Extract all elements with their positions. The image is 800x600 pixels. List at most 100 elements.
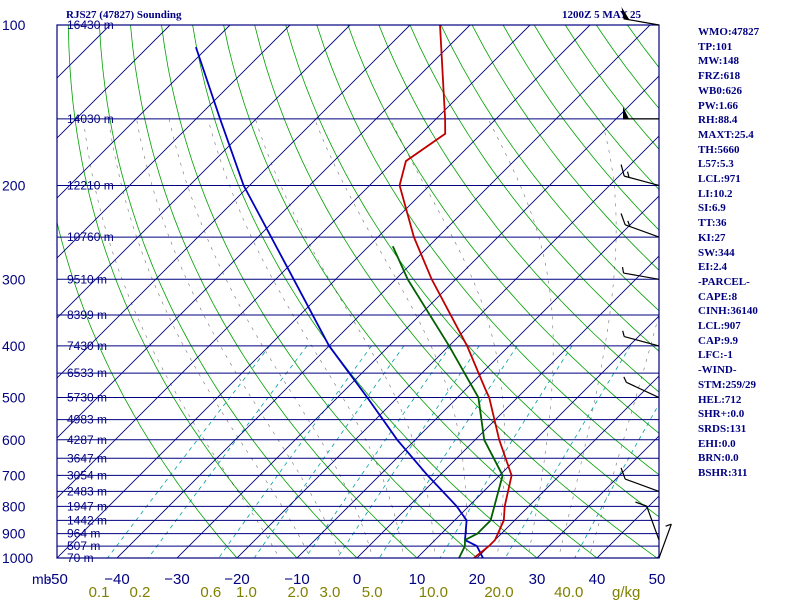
dry-adiabat [130,25,418,558]
sounding-index-item: LCL:971 [698,173,741,186]
mixing-ratio-line [574,403,659,558]
sounding-index-item: TT:36 [698,217,727,230]
wind-barb [622,330,660,347]
height-label: 6533 m [67,366,107,380]
height-label: 7430 m [67,339,107,353]
wind-barb-flag [621,6,630,20]
sounding-index-item: MW:148 [698,55,739,68]
sounding-index-item: LI:10.2 [698,187,733,200]
height-label: 4983 m [67,413,107,427]
sounding-index-item: RH:88.4 [698,114,738,127]
wind-barb-shaft [646,505,660,541]
pressure-tick-label: 100 [2,17,26,33]
wind-barb [658,523,672,559]
height-label: 8399 m [67,308,107,322]
profile-layer [195,25,513,558]
isotherm-line [176,75,659,558]
mixing-ratio-line [305,345,451,558]
height-label: 1442 m [67,513,107,527]
sounding-index-item: -PARCEL- [698,275,750,288]
isotherm-line [57,25,591,558]
wind-barb [635,501,660,541]
pressure-unit-label: mb [32,571,52,587]
temperature-trace [398,25,513,558]
temperature-tick-label: −40 [104,571,129,588]
mixing-ratio-label: 10.0 [419,584,448,600]
dry-adiabat [285,25,659,518]
mixing-ratio-label: 0.1 [89,584,110,600]
temperature-tick-label: 30 [529,571,546,588]
dry-adiabat [192,25,538,558]
sounding-index-item: PW:1.66 [698,99,739,112]
sounding-index-item: BSHR:311 [698,467,748,480]
height-label: 3054 m [67,468,107,482]
mixing-ratio-label: 0.2 [130,584,151,600]
dry-adiabat [471,25,659,271]
mixing-ratio-label: 1.0 [236,584,257,600]
wind-barb [621,6,660,26]
mixing-ratio-line [378,345,518,558]
isotherm-line [236,135,659,558]
isotherm-line [116,25,651,558]
isotherm-line [57,25,231,199]
isotherm-line [57,25,291,259]
temperature-tick-label: 50 [649,571,666,588]
height-label: 507 m [67,539,100,553]
sounding-index-item: KI:27 [698,231,726,244]
sounding-index-item: FRZ:618 [698,70,741,83]
sounding-index-item: SRDS:131 [698,422,747,435]
wind-barb-shaft [624,175,660,187]
wind-barb-shaft [623,18,660,26]
pressure-tick-label: 700 [2,467,26,483]
sounding-index-item: -WIND- [698,364,737,377]
height-label: 16430 m [67,18,114,32]
height-label: 3647 m [67,451,107,465]
temperature-tick-label: −30 [164,571,189,588]
isotherm-line [536,435,659,558]
wind-barb [620,467,660,492]
sounding-index-item: EHI:0.0 [698,437,736,450]
height-label: 9510 m [67,272,107,286]
dry-adiabat [254,25,658,558]
sounding-indices-list: WMO:47827 TP:101 MW:148 FRZ:618 WB0:626 PW:1.… [698,25,759,481]
temperature-tick-label: 20 [469,571,486,588]
sounding-index-item: SHR+:0.0 [698,408,745,421]
sounding-index-item: WB0:626 [698,84,742,97]
moist-adiabat [168,118,374,558]
parcel-trace [195,46,484,558]
sounding-index-item: TH:5660 [698,143,740,156]
mixing-ratio-line [504,345,631,558]
grid-layer [0,25,659,569]
mixing-ratio-label: 3.0 [320,584,341,600]
wind-barb-shaft [626,381,660,399]
height-label: 1947 m [67,499,107,513]
station-title: RJS27 (47827) Sounding [66,9,182,21]
isotherm-line [0,25,50,569]
height-label: 70 m [67,551,94,565]
axis-layer [56,24,660,559]
wind-barb [620,164,660,187]
wind-barb-half [626,171,630,178]
plot-frame [56,24,660,559]
mixing-ratio-line [218,345,372,558]
sounding-index-item: MAXT:25.4 [698,128,754,141]
dry-adiabat [409,25,659,352]
wind-barb-half [621,267,625,274]
wind-barb-flag [623,106,629,119]
sounding-index-item: CINH:36140 [698,305,758,318]
isotherm-line [57,25,471,439]
pressure-tick-label: 300 [2,271,26,287]
wind-barb [623,376,660,399]
sounding-index-item: LCL:907 [698,320,741,333]
height-label: 14030 m [67,112,114,126]
sounding-index-item: CAP:9.9 [698,334,739,347]
temperature-tick-label: 40 [589,571,606,588]
moist-adiabat [558,118,617,558]
wind-barb-half [665,523,672,527]
wind-barb-column [620,6,672,559]
isotherm-line [416,315,659,558]
height-label: 12210 m [67,178,114,192]
wind-barb-shaft [658,523,672,559]
temperature-tick-label: -50 [46,571,68,588]
